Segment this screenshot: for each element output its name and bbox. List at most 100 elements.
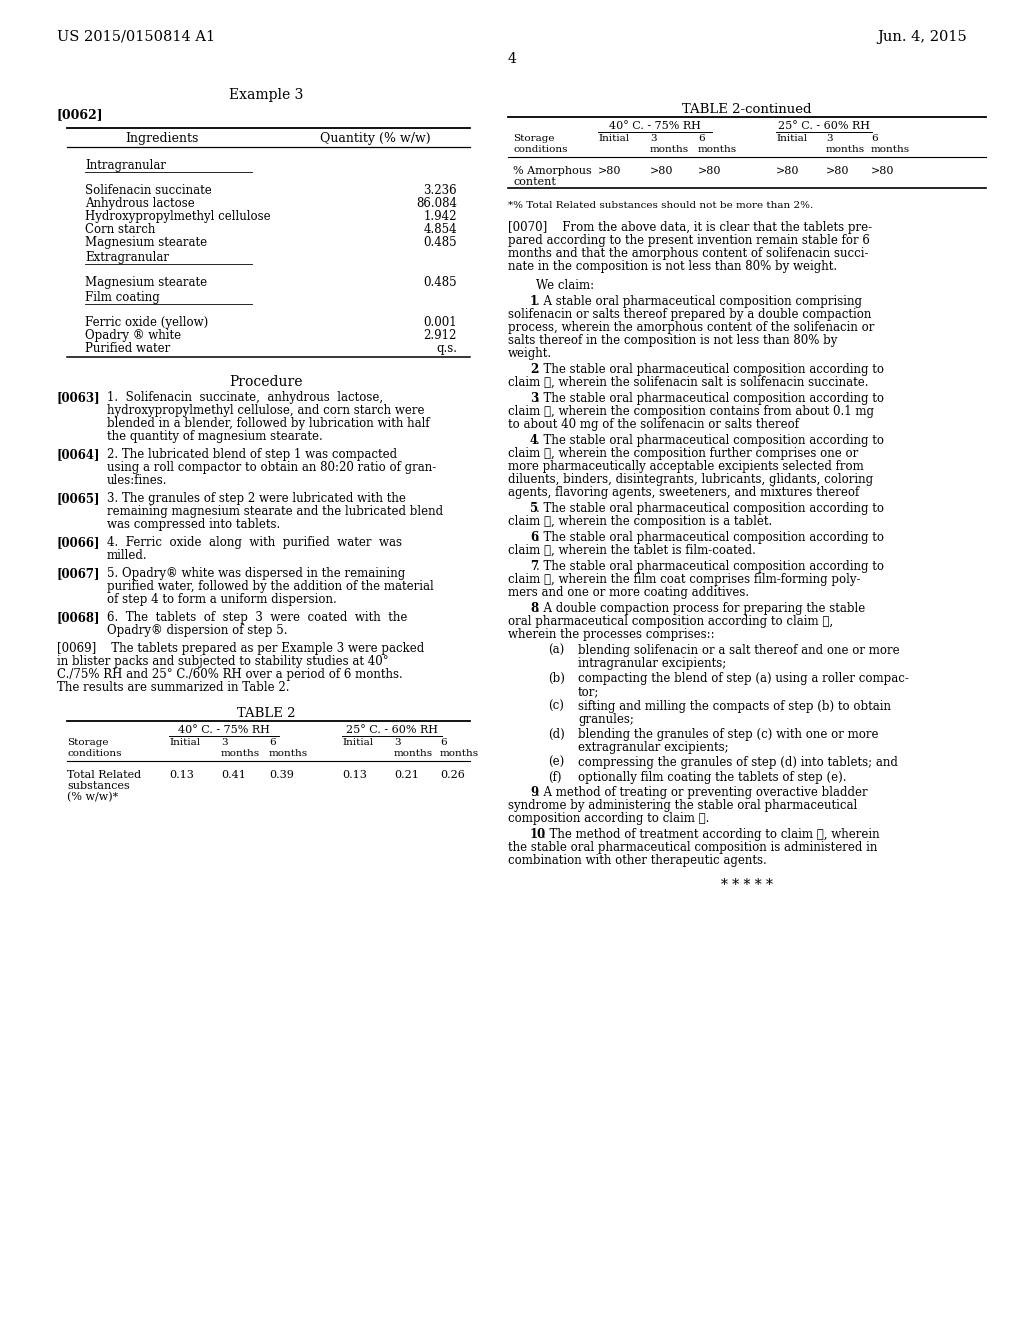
Text: C./75% RH and 25° C./60% RH over a period of 6 months.: C./75% RH and 25° C./60% RH over a perio… <box>57 668 402 681</box>
Text: . A method of treating or preventing overactive bladder: . A method of treating or preventing ove… <box>536 785 867 799</box>
Text: Opadry® dispersion of step 5.: Opadry® dispersion of step 5. <box>106 624 288 638</box>
Text: Solifenacin succinate: Solifenacin succinate <box>85 183 212 197</box>
Text: Corn starch: Corn starch <box>85 223 156 236</box>
Text: conditions: conditions <box>67 748 122 758</box>
Text: [0062]: [0062] <box>57 108 103 121</box>
Text: [0063]: [0063] <box>57 391 100 404</box>
Text: Hydroxypropylmethyl cellulose: Hydroxypropylmethyl cellulose <box>85 210 270 223</box>
Text: 86.084: 86.084 <box>416 197 457 210</box>
Text: claim ①, wherein the composition further comprises one or: claim ①, wherein the composition further… <box>508 447 858 459</box>
Text: salts thereof in the composition is not less than 80% by: salts thereof in the composition is not … <box>508 334 838 347</box>
Text: 3. The granules of step 2 were lubricated with the: 3. The granules of step 2 were lubricate… <box>106 492 406 506</box>
Text: Storage: Storage <box>513 135 555 143</box>
Text: sifting and milling the compacts of step (b) to obtain: sifting and milling the compacts of step… <box>578 700 891 713</box>
Text: (d): (d) <box>548 729 565 741</box>
Text: (c): (c) <box>548 700 564 713</box>
Text: 6.  The  tablets  of  step  3  were  coated  with  the: 6. The tablets of step 3 were coated wit… <box>106 611 408 624</box>
Text: 4.  Ferric  oxide  along  with  purified  water  was: 4. Ferric oxide along with purified wate… <box>106 536 402 549</box>
Text: pared according to the present invention remain stable for 6: pared according to the present invention… <box>508 234 869 247</box>
Text: extragranular excipients;: extragranular excipients; <box>578 741 729 754</box>
Text: months: months <box>440 748 479 758</box>
Text: . The stable oral pharmaceutical composition according to: . The stable oral pharmaceutical composi… <box>536 363 884 376</box>
Text: . The stable oral pharmaceutical composition according to: . The stable oral pharmaceutical composi… <box>536 502 884 515</box>
Text: diluents, binders, disintegrants, lubricants, glidants, coloring: diluents, binders, disintegrants, lubric… <box>508 473 873 486</box>
Text: combination with other therapeutic agents.: combination with other therapeutic agent… <box>508 854 767 867</box>
Text: [0065]: [0065] <box>57 492 100 506</box>
Text: [0068]: [0068] <box>57 611 100 624</box>
Text: TABLE 2-continued: TABLE 2-continued <box>682 103 812 116</box>
Text: . A stable oral pharmaceutical composition comprising: . A stable oral pharmaceutical compositi… <box>536 294 862 308</box>
Text: was compressed into tablets.: was compressed into tablets. <box>106 517 281 531</box>
Text: >80: >80 <box>826 166 850 176</box>
Text: Extragranular: Extragranular <box>85 251 169 264</box>
Text: Jun. 4, 2015: Jun. 4, 2015 <box>878 30 967 44</box>
Text: hydroxypropylmethyl cellulose, and corn starch were: hydroxypropylmethyl cellulose, and corn … <box>106 404 425 417</box>
Text: 3: 3 <box>530 392 539 405</box>
Text: Opadry ® white: Opadry ® white <box>85 329 181 342</box>
Text: nate in the composition is not less than 80% by weight.: nate in the composition is not less than… <box>508 260 838 273</box>
Text: blended in a blender, followed by lubrication with half: blended in a blender, followed by lubric… <box>106 417 430 430</box>
Text: q.s.: q.s. <box>436 342 457 355</box>
Text: months: months <box>871 145 910 154</box>
Text: 0.39: 0.39 <box>269 770 294 780</box>
Text: 6: 6 <box>440 738 446 747</box>
Text: (a): (a) <box>548 644 564 657</box>
Text: months: months <box>698 145 737 154</box>
Text: 6: 6 <box>530 531 539 544</box>
Text: 2. The lubricated blend of step 1 was compacted: 2. The lubricated blend of step 1 was co… <box>106 447 397 461</box>
Text: claim ③, wherein the film coat comprises film-forming poly-: claim ③, wherein the film coat comprises… <box>508 573 860 586</box>
Text: 1: 1 <box>530 294 539 308</box>
Text: 1.  Solifenacin  succinate,  anhydrous  lactose,: 1. Solifenacin succinate, anhydrous lact… <box>106 391 383 404</box>
Text: mers and one or more coating additives.: mers and one or more coating additives. <box>508 586 750 599</box>
Text: 2: 2 <box>530 363 539 376</box>
Text: solifenacin or salts thereof prepared by a double compaction: solifenacin or salts thereof prepared by… <box>508 308 871 321</box>
Text: >80: >80 <box>698 166 722 176</box>
Text: 3: 3 <box>650 135 656 143</box>
Text: in blister packs and subjected to stability studies at 40°: in blister packs and subjected to stabil… <box>57 655 389 668</box>
Text: Magnesium stearate: Magnesium stearate <box>85 276 207 289</box>
Text: claim ①, wherein the composition is a tablet.: claim ①, wherein the composition is a ta… <box>508 515 772 528</box>
Text: . The stable oral pharmaceutical composition according to: . The stable oral pharmaceutical composi… <box>536 560 884 573</box>
Text: 10: 10 <box>530 828 546 841</box>
Text: substances: substances <box>67 781 130 791</box>
Text: (f): (f) <box>548 771 561 784</box>
Text: Purified water: Purified water <box>85 342 170 355</box>
Text: 5. Opadry® white was dispersed in the remaining: 5. Opadry® white was dispersed in the re… <box>106 568 406 579</box>
Text: 4: 4 <box>508 51 516 66</box>
Text: 0.13: 0.13 <box>169 770 194 780</box>
Text: >80: >80 <box>871 166 895 176</box>
Text: 40° C. - 75% RH: 40° C. - 75% RH <box>609 121 701 131</box>
Text: [0066]: [0066] <box>57 536 100 549</box>
Text: wherein the processes comprises::: wherein the processes comprises:: <box>508 628 715 642</box>
Text: intragranular excipients;: intragranular excipients; <box>578 657 726 671</box>
Text: months: months <box>650 145 689 154</box>
Text: process, wherein the amorphous content of the solifenacin or: process, wherein the amorphous content o… <box>508 321 874 334</box>
Text: Initial: Initial <box>598 135 629 143</box>
Text: composition according to claim ①.: composition according to claim ①. <box>508 812 710 825</box>
Text: of step 4 to form a uniform dispersion.: of step 4 to form a uniform dispersion. <box>106 593 337 606</box>
Text: 0.26: 0.26 <box>440 770 465 780</box>
Text: 0.41: 0.41 <box>221 770 246 780</box>
Text: 4.854: 4.854 <box>423 223 457 236</box>
Text: (e): (e) <box>548 756 564 770</box>
Text: The results are summarized in Table 2.: The results are summarized in Table 2. <box>57 681 290 694</box>
Text: 0.485: 0.485 <box>423 236 457 249</box>
Text: using a roll compactor to obtain an 80:20 ratio of gran-: using a roll compactor to obtain an 80:2… <box>106 461 436 474</box>
Text: *% Total Related substances should not be more than 2%.: *% Total Related substances should not b… <box>508 201 813 210</box>
Text: (b): (b) <box>548 672 565 685</box>
Text: Storage: Storage <box>67 738 109 747</box>
Text: tor;: tor; <box>578 685 599 698</box>
Text: Initial: Initial <box>169 738 200 747</box>
Text: to about 40 mg of the solifenacin or salts thereof: to about 40 mg of the solifenacin or sal… <box>508 418 799 432</box>
Text: Ingredients: Ingredients <box>125 132 199 145</box>
Text: 6: 6 <box>269 738 275 747</box>
Text: Quantity (% w/w): Quantity (% w/w) <box>319 132 431 145</box>
Text: claim ①, wherein the solifenacin salt is solifenacin succinate.: claim ①, wherein the solifenacin salt is… <box>508 376 868 389</box>
Text: Example 3: Example 3 <box>228 88 303 102</box>
Text: Initial: Initial <box>342 738 373 747</box>
Text: Intragranular: Intragranular <box>85 158 166 172</box>
Text: 0.001: 0.001 <box>423 315 457 329</box>
Text: [0070]    From the above data, it is clear that the tablets pre-: [0070] From the above data, it is clear … <box>508 220 872 234</box>
Text: more pharmaceutically acceptable excipients selected from: more pharmaceutically acceptable excipie… <box>508 459 864 473</box>
Text: . The stable oral pharmaceutical composition according to: . The stable oral pharmaceutical composi… <box>536 392 884 405</box>
